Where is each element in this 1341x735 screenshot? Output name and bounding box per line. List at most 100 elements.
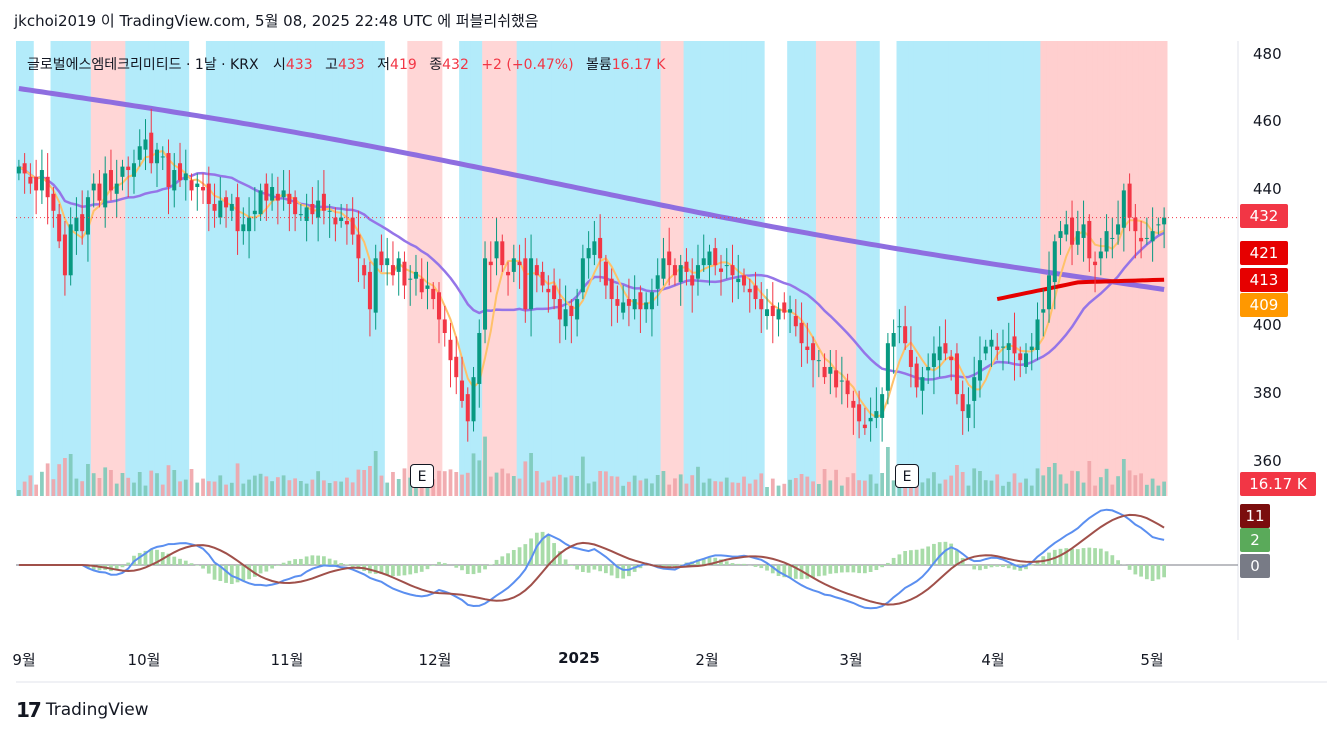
candle-body <box>926 366 931 371</box>
osc-histogram-bar <box>673 565 677 568</box>
regime-band <box>787 41 794 496</box>
candle-body <box>154 149 160 164</box>
volume-bar <box>655 475 660 496</box>
earnings-badge-1[interactable]: E <box>410 464 434 488</box>
regime-band <box>56 41 63 496</box>
candle-body <box>684 261 689 272</box>
volume-bar <box>45 463 50 496</box>
candle-body <box>80 214 85 232</box>
osc-histogram-bar <box>206 565 211 574</box>
candle-body <box>972 377 977 401</box>
osc-histogram-bar <box>149 549 154 565</box>
candle-body <box>218 200 223 218</box>
footer-brand[interactable]: 17 TradingView <box>16 698 149 722</box>
osc-histogram-bar <box>114 565 119 570</box>
tradingview-logo-icon: 17 <box>16 698 42 722</box>
regime-band <box>182 41 190 496</box>
candle-body <box>822 366 827 378</box>
volume-bar <box>224 484 228 496</box>
candle-body <box>85 197 90 235</box>
osc-histogram-bar <box>1144 565 1149 580</box>
osc-histogram-bar <box>212 565 217 580</box>
candle-body <box>943 343 948 354</box>
candle-body <box>500 241 505 266</box>
osc-histogram-bar <box>304 556 309 565</box>
candle-body <box>897 326 902 328</box>
candle-body <box>483 258 488 330</box>
volume-bar <box>793 478 798 496</box>
legend-open-label: 시 <box>273 57 286 73</box>
osc-histogram-bar <box>540 531 545 565</box>
candle-body <box>1052 241 1057 283</box>
volume-bar <box>247 479 251 496</box>
regime-band <box>338 41 345 496</box>
volume-bar <box>816 484 821 496</box>
regime-band <box>165 41 172 496</box>
volume-bar <box>609 476 614 496</box>
candle-body <box>160 156 165 158</box>
regime-band <box>303 41 311 496</box>
candle-body <box>103 173 108 208</box>
volume-bar <box>742 476 746 496</box>
candle-body <box>471 377 476 422</box>
candle-body <box>229 203 234 211</box>
volume-bar <box>97 478 102 496</box>
osc-histogram-bar <box>1081 548 1086 565</box>
candle-body <box>488 261 493 266</box>
volume-bar <box>1052 463 1057 496</box>
regime-band <box>251 41 259 496</box>
osc-histogram-bar <box>442 563 447 565</box>
legend-open-value: 433 <box>285 57 313 73</box>
candle-body <box>529 258 534 310</box>
volume-bar <box>391 472 395 496</box>
volume-bar <box>960 472 965 496</box>
candle-body <box>22 163 27 174</box>
regime-band <box>21 41 29 496</box>
osc-histogram-bar <box>788 565 792 578</box>
osc-histogram-bar <box>431 565 436 566</box>
osc-histogram-bar <box>557 551 562 565</box>
volume-bar <box>707 478 712 496</box>
candle-body <box>189 180 194 191</box>
volume-bar <box>615 476 620 496</box>
volume-bar <box>494 472 499 496</box>
volume-bar <box>759 473 764 496</box>
regime-band <box>292 41 299 496</box>
osc-histogram-bar <box>575 565 579 570</box>
regime-band <box>810 41 817 496</box>
osc-histogram-bar <box>316 555 321 565</box>
osc-histogram-bar <box>1058 548 1063 565</box>
volume-bar <box>673 478 677 496</box>
regime-band <box>228 41 236 496</box>
candle-body <box>1035 319 1040 350</box>
volume-bar <box>1104 468 1109 496</box>
volume-bar <box>776 485 781 496</box>
earnings-badge-2[interactable]: E <box>895 464 919 488</box>
candle-body <box>166 153 171 188</box>
osc-histogram-bar <box>247 565 251 580</box>
candle-body <box>298 214 303 216</box>
candle-body <box>718 268 724 272</box>
legend-low-label: 저 <box>377 57 391 73</box>
regime-band <box>1069 41 1076 496</box>
volume-bar <box>540 482 545 496</box>
volume-bar <box>1087 461 1092 496</box>
volume-bar <box>235 463 240 496</box>
volume-bar <box>989 480 994 496</box>
osc-histogram-bar <box>822 565 827 576</box>
candle-body <box>845 380 850 395</box>
volume-bar <box>442 471 447 496</box>
candle-body <box>834 370 839 388</box>
candle-body <box>540 271 545 286</box>
volume-bar <box>851 473 856 496</box>
candle-body <box>28 176 33 184</box>
candle-body <box>413 271 418 279</box>
candle-body <box>1133 217 1138 232</box>
volume-bar <box>322 480 326 496</box>
regime-band <box>1161 41 1168 496</box>
regime-band <box>257 41 264 496</box>
candle-body <box>62 234 67 276</box>
symbol-legend: 글로벌에스엠테크리미티드 · 1날 · KRX 시433 고433 저419 종… <box>27 54 665 74</box>
volume-bar <box>667 484 672 496</box>
